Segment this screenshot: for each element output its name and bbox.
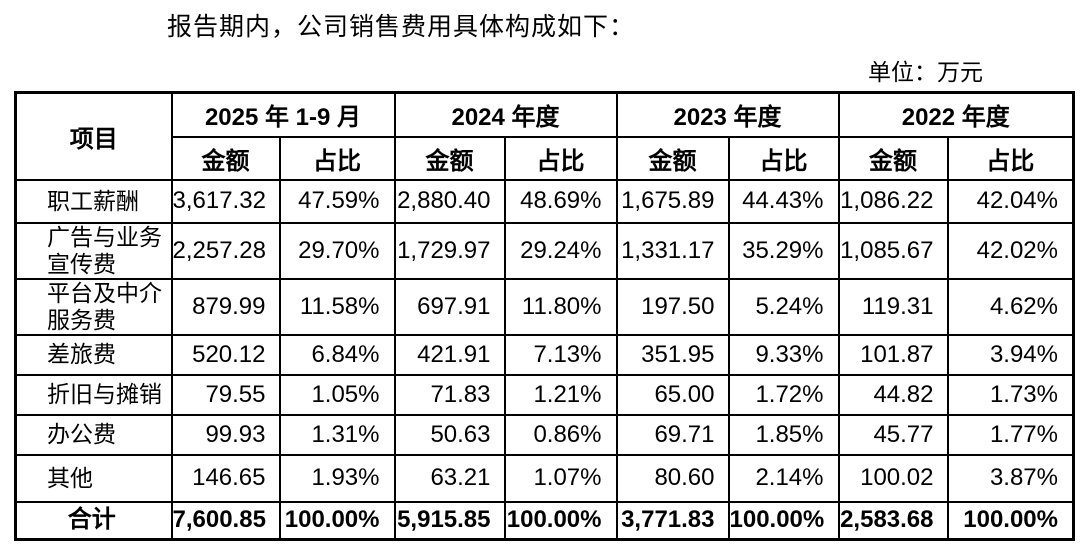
header-amount: 金额 (615, 135, 730, 181)
header-ratio: 占比 (946, 135, 1075, 181)
ratio-cell: 1.21% (503, 373, 618, 416)
ratio-cell: 44.43% (727, 178, 840, 224)
amount-cell: 520.12 (170, 333, 281, 376)
ratio-cell: 48.69% (503, 178, 618, 224)
item-cell: 其他 (14, 453, 173, 503)
header-period-2024: 2024 年度 (393, 91, 618, 138)
ratio-cell: 1.93% (278, 453, 396, 503)
amount-cell: 45.77 (837, 413, 949, 456)
table-row: 办公费 99.93 1.31% 50.63 0.86% 69.71 1.85% … (14, 413, 1075, 456)
ratio-cell: 3.94% (946, 333, 1075, 376)
header-ratio: 占比 (727, 135, 840, 181)
amount-cell: 146.65 (170, 453, 281, 503)
amount-cell: 351.95 (615, 333, 730, 376)
total-row: 合计 7,600.85 100.00% 5,915.85 100.00% 3,7… (14, 500, 1075, 541)
table-row: 其他 146.65 1.93% 63.21 1.07% 80.60 2.14% … (14, 453, 1075, 503)
ratio-cell: 42.04% (946, 178, 1075, 224)
total-amount-cell: 7,600.85 (170, 500, 281, 541)
amount-cell: 44.82 (837, 373, 949, 416)
table-row: 职工薪酬 3,617.32 47.59% 2,880.40 48.69% 1,6… (14, 178, 1075, 224)
amount-cell: 421.91 (393, 333, 506, 376)
amount-cell: 3,617.32 (170, 178, 281, 224)
ratio-cell: 1.72% (727, 373, 840, 416)
header-ratio: 占比 (503, 135, 618, 181)
total-amount-cell: 2,583.68 (837, 500, 949, 541)
table-row: 平台及中介服务费 879.99 11.58% 697.91 11.80% 197… (14, 277, 1075, 336)
total-label-cell: 合计 (14, 500, 173, 541)
ratio-cell: 1.85% (727, 413, 840, 456)
amount-cell: 2,880.40 (393, 178, 506, 224)
ratio-cell: 11.58% (278, 277, 396, 336)
amount-cell: 99.93 (170, 413, 281, 456)
ratio-cell: 1.05% (278, 373, 396, 416)
unit-label: 单位：万元 (868, 60, 983, 85)
total-ratio-cell: 100.00% (727, 500, 840, 541)
item-cell: 平台及中介服务费 (14, 277, 173, 336)
amount-cell: 69.71 (615, 413, 730, 456)
subheader-row: 金额 占比 金额 占比 金额 占比 金额 占比 (16, 135, 1075, 181)
item-cell: 职工薪酬 (14, 178, 173, 224)
ratio-cell: 11.80% (503, 277, 618, 336)
amount-cell: 80.60 (615, 453, 730, 503)
document-title: 报告期内，公司销售费用具体构成如下： (167, 14, 636, 41)
amount-cell: 1,729.97 (393, 221, 506, 280)
table-row: 差旅费 520.12 6.84% 421.91 7.13% 351.95 9.3… (14, 333, 1075, 376)
ratio-cell: 1.31% (278, 413, 396, 456)
ratio-cell: 3.87% (946, 453, 1075, 503)
ratio-cell: 6.84% (278, 333, 396, 376)
sales-expense-table: 项目 2025 年 1-9 月 2024 年度 2023 年度 2022 年度 … (14, 91, 1075, 541)
header-amount: 金额 (837, 135, 949, 181)
total-amount-cell: 5,915.85 (393, 500, 506, 541)
amount-cell: 879.99 (170, 277, 281, 336)
header-item: 项目 (14, 91, 173, 181)
ratio-cell: 1.73% (946, 373, 1075, 416)
item-cell: 折旧与摊销 (14, 373, 173, 416)
ratio-cell: 0.86% (503, 413, 618, 456)
amount-cell: 63.21 (393, 453, 506, 503)
header-amount: 金额 (393, 135, 506, 181)
ratio-cell: 29.70% (278, 221, 396, 280)
amount-cell: 1,675.89 (615, 178, 730, 224)
amount-cell: 197.50 (615, 277, 730, 336)
total-ratio-cell: 100.00% (946, 500, 1075, 541)
item-cell: 办公费 (14, 413, 173, 456)
amount-cell: 2,257.28 (170, 221, 281, 280)
table-row: 折旧与摊销 79.55 1.05% 71.83 1.21% 65.00 1.72… (14, 373, 1075, 416)
ratio-cell: 2.14% (727, 453, 840, 503)
total-ratio-cell: 100.00% (278, 500, 396, 541)
total-ratio-cell: 100.00% (503, 500, 618, 541)
ratio-cell: 29.24% (503, 221, 618, 280)
ratio-cell: 1.77% (946, 413, 1075, 456)
ratio-cell: 7.13% (503, 333, 618, 376)
amount-cell: 65.00 (615, 373, 730, 416)
amount-cell: 1,085.67 (837, 221, 949, 280)
header-amount: 金额 (170, 135, 281, 181)
amount-cell: 101.87 (837, 333, 949, 376)
amount-cell: 79.55 (170, 373, 281, 416)
amount-cell: 119.31 (837, 277, 949, 336)
header-period-2025: 2025 年 1-9 月 (170, 91, 396, 138)
amount-cell: 71.83 (393, 373, 506, 416)
ratio-cell: 4.62% (946, 277, 1075, 336)
header-ratio: 占比 (278, 135, 396, 181)
ratio-cell: 5.24% (727, 277, 840, 336)
amount-cell: 50.63 (393, 413, 506, 456)
header-period-2023: 2023 年度 (615, 91, 840, 138)
amount-cell: 1,086.22 (837, 178, 949, 224)
ratio-cell: 9.33% (727, 333, 840, 376)
item-cell: 差旅费 (14, 333, 173, 376)
total-amount-cell: 3,771.83 (615, 500, 730, 541)
header-period-2022: 2022 年度 (837, 91, 1075, 138)
ratio-cell: 42.02% (946, 221, 1075, 280)
amount-cell: 697.91 (393, 277, 506, 336)
ratio-cell: 1.07% (503, 453, 618, 503)
item-cell: 广告与业务宣传费 (14, 221, 173, 280)
ratio-cell: 47.59% (278, 178, 396, 224)
amount-cell: 100.02 (837, 453, 949, 503)
ratio-cell: 35.29% (727, 221, 840, 280)
amount-cell: 1,331.17 (615, 221, 730, 280)
period-header-row: 项目 2025 年 1-9 月 2024 年度 2023 年度 2022 年度 (14, 91, 1075, 181)
table-row: 广告与业务宣传费 2,257.28 29.70% 1,729.97 29.24%… (14, 221, 1075, 280)
